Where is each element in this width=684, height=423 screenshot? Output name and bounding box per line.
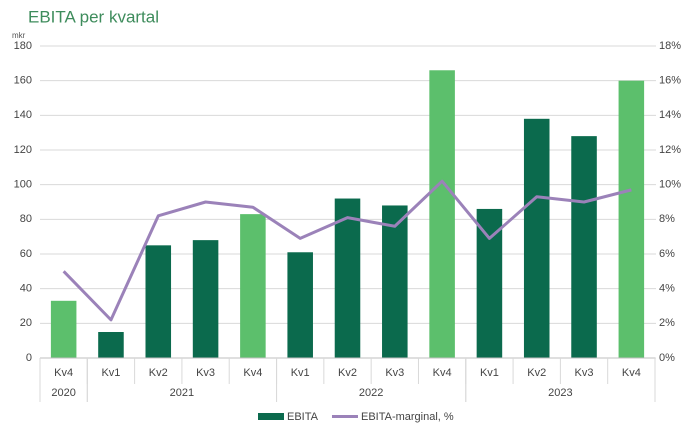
x-tick-label: Kv4 — [54, 367, 73, 379]
y-tick-label: 160 — [14, 75, 32, 87]
x-tick-label: Kv4 — [243, 367, 262, 379]
x-tick-label: Kv2 — [338, 367, 357, 379]
bar — [192, 240, 219, 358]
x-tick-label: Kv3 — [575, 367, 594, 379]
y2-tick-label: 8% — [659, 213, 675, 225]
bar — [476, 208, 503, 358]
x-tick-label: Kv3 — [196, 367, 215, 379]
y-tick-label: 100 — [14, 179, 32, 191]
x-tick-label: Kv2 — [527, 367, 546, 379]
y-tick-label: 60 — [20, 248, 32, 260]
bar — [334, 198, 361, 358]
x-tick-label: Kv1 — [480, 367, 499, 379]
bar — [571, 136, 597, 358]
group-label: 2021 — [170, 387, 194, 399]
chart-title: EBITA per kvartal — [28, 7, 159, 26]
y2-tick-label: 2% — [659, 317, 675, 329]
y-tick-label: 0 — [26, 352, 32, 364]
y2-tick-label: 14% — [659, 109, 681, 121]
legend-swatch — [258, 413, 284, 420]
bar — [429, 70, 455, 359]
line — [62, 179, 632, 322]
group-label: 2020 — [51, 387, 75, 399]
bar — [523, 118, 550, 358]
y-tick-label: 140 — [14, 109, 32, 121]
y-tick-label: 20 — [20, 317, 32, 329]
y2-tick-label: 10% — [659, 179, 681, 191]
x-tick-label: Kv1 — [101, 367, 120, 379]
y-tick-label: 180 — [14, 40, 32, 52]
legend-label: EBITA-marginal, % — [361, 411, 454, 423]
x-tick-label: Kv4 — [622, 367, 641, 379]
bar — [145, 245, 172, 358]
y-tick-label: 120 — [14, 144, 32, 156]
x-tick-label: Kv2 — [149, 367, 168, 379]
bar — [382, 205, 408, 358]
x-tick-label: Kv4 — [433, 367, 452, 379]
group-label: 2022 — [359, 387, 383, 399]
x-tick-label: Kv1 — [291, 367, 310, 379]
bar — [98, 332, 124, 358]
y2-tick-label: 0% — [659, 352, 675, 364]
y2-tick-label: 12% — [659, 144, 681, 156]
x-tick-label: Kv3 — [385, 367, 404, 379]
y2-tick-label: 6% — [659, 248, 675, 260]
y-tick-label: 40 — [20, 283, 32, 295]
bar — [618, 80, 645, 359]
y2-tick-label: 16% — [659, 75, 681, 87]
bar — [287, 252, 313, 358]
y-tick-label: 80 — [20, 213, 32, 225]
y2-tick-label: 4% — [659, 283, 675, 295]
group-label: 2023 — [548, 387, 572, 399]
bar — [240, 214, 266, 358]
legend-label: EBITA — [287, 411, 319, 423]
y2-tick-label: 18% — [659, 40, 681, 52]
bar — [50, 300, 77, 358]
y-unit: mkr — [12, 31, 26, 40]
